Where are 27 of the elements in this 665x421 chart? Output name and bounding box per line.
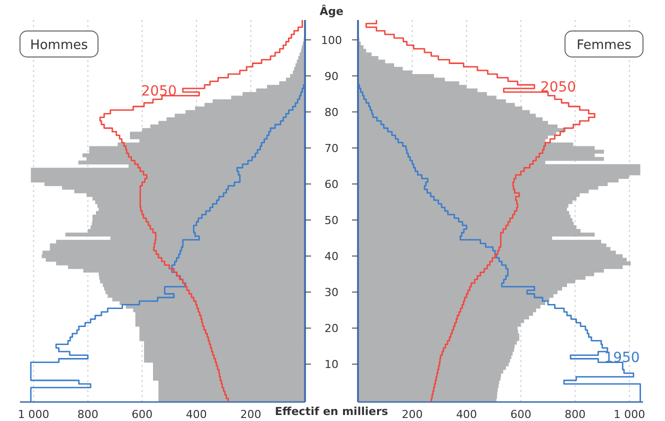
x-tick-label: 400 xyxy=(456,408,478,421)
y-tick-label: 100 xyxy=(321,34,342,47)
y-tick-label: 50 xyxy=(324,214,338,228)
y-tick-label: 80 xyxy=(324,106,338,119)
y-tick-label: 40 xyxy=(324,250,338,264)
y-tick-label: 70 xyxy=(324,142,338,155)
y-tick-label: 10 xyxy=(324,358,338,372)
x-tick-label: 800 xyxy=(564,408,586,421)
y-tick-label: 30 xyxy=(324,286,338,300)
x-axis-title: Effectif en milliers xyxy=(274,405,389,418)
text: Femmes xyxy=(576,38,632,53)
x-tick-label: 200 xyxy=(240,408,262,421)
x-tick-label: 1 000 xyxy=(614,408,646,421)
y-tick-label: 60 xyxy=(324,178,338,191)
series-label: 2050 xyxy=(141,83,177,100)
series-label: 1950 xyxy=(604,350,640,366)
series-label: 2050 xyxy=(540,80,576,96)
x-tick-label: 200 xyxy=(402,408,423,421)
y-axis-title: Âge xyxy=(320,4,344,18)
y-tick-label: 90 xyxy=(324,70,338,83)
y-tick-label: 20 xyxy=(324,322,338,336)
x-tick-label: 1 000 xyxy=(18,408,50,421)
text: Hommes xyxy=(30,38,88,53)
x-tick-label: 600 xyxy=(510,408,532,421)
x-tick-label: 600 xyxy=(132,408,153,421)
x-tick-label: 400 xyxy=(186,408,207,421)
x-tick-label: 800 xyxy=(77,408,98,421)
